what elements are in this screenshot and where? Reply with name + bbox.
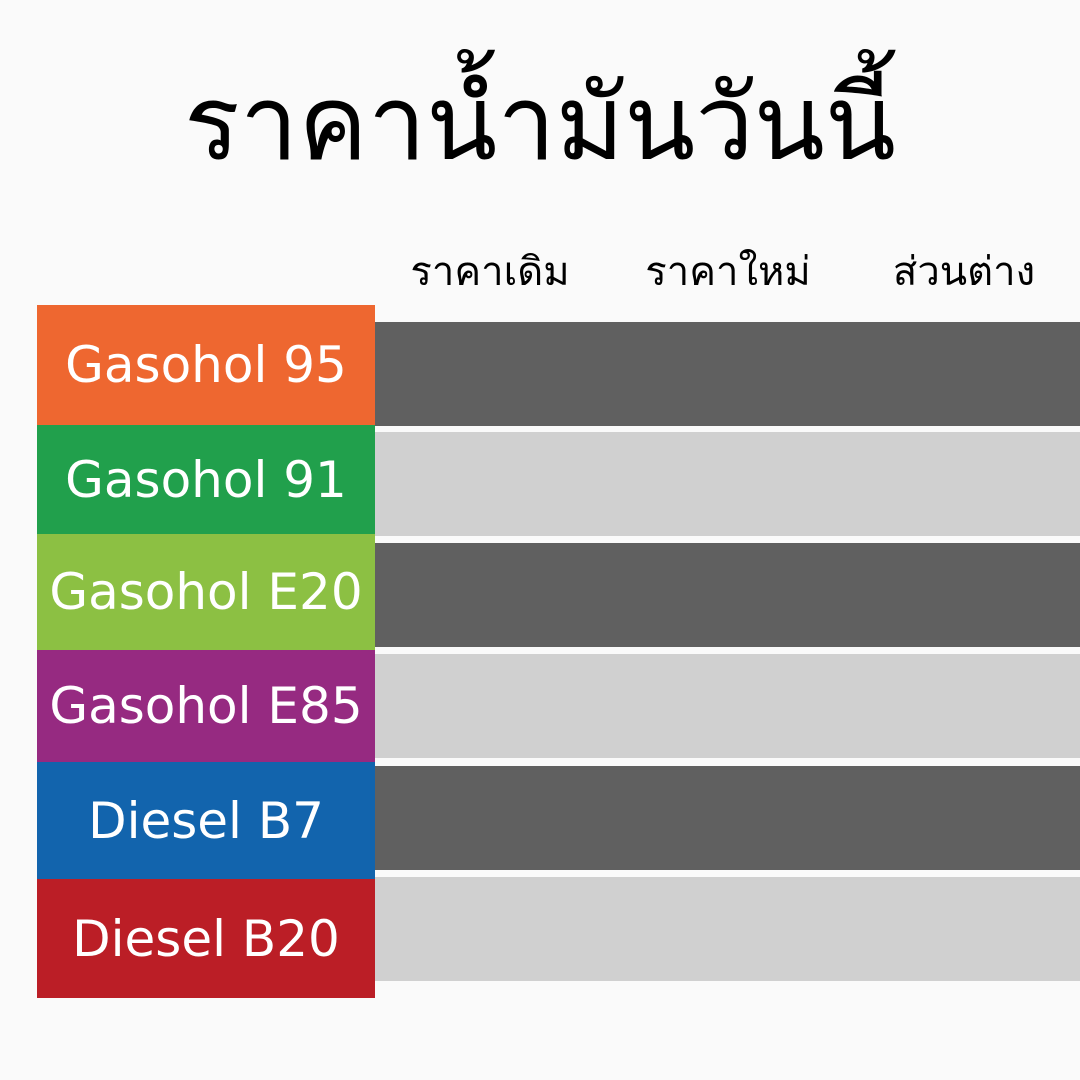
fuel-label-gasohol-e85: Gasohol E85 xyxy=(37,650,375,762)
page-title: ราคาน้ำมันวันนี้ xyxy=(184,62,896,184)
column-header-difference: ส่วนต่าง xyxy=(892,249,1036,295)
row-bar-diesel-b7 xyxy=(374,766,1080,870)
fuel-label-gasohol-91: Gasohol 91 xyxy=(37,425,375,534)
row-bar-gasohol-91 xyxy=(374,432,1080,536)
row-bar-diesel-b20 xyxy=(374,877,1080,981)
row-bar-gasohol-e20 xyxy=(374,543,1080,647)
row-bar-gasohol-e85 xyxy=(374,654,1080,758)
fuel-label-diesel-b20: Diesel B20 xyxy=(37,879,375,998)
fuel-label-gasohol-95: Gasohol 95 xyxy=(37,305,375,425)
fuel-label-diesel-b7: Diesel B7 xyxy=(37,762,375,879)
column-header-new-price: ราคาใหม่ xyxy=(645,249,811,295)
row-bar-gasohol-95 xyxy=(374,322,1080,426)
fuel-label-gasohol-e20: Gasohol E20 xyxy=(37,534,375,650)
column-header-old-price: ราคาเดิม xyxy=(410,249,570,295)
